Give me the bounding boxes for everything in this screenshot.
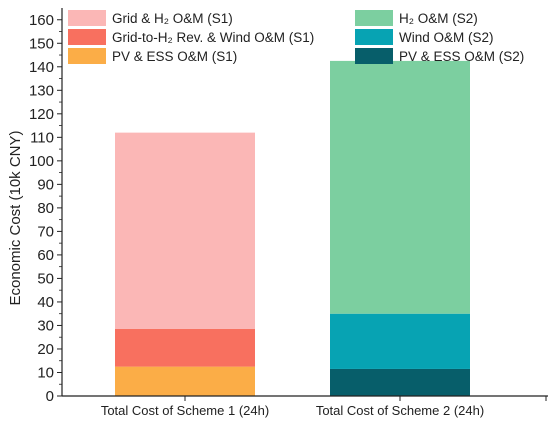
legend-label: PV & ESS O&M (S2) bbox=[399, 49, 524, 64]
bar-segment-1-2 bbox=[115, 328, 255, 367]
y-tick-label: 50 bbox=[37, 270, 54, 287]
bar-segment-2-5 bbox=[330, 313, 470, 369]
y-tick-label: 20 bbox=[37, 341, 54, 358]
bar-segment-1-1 bbox=[115, 366, 255, 396]
legend-label: PV & ESS O&M (S1) bbox=[112, 49, 237, 64]
x-category-label: Total Cost of Scheme 2 (24h) bbox=[316, 403, 484, 418]
legend-swatch bbox=[355, 10, 393, 26]
legend-label: H₂ O&M (S2) bbox=[399, 11, 478, 26]
bars-layer bbox=[115, 60, 470, 396]
legend-swatch bbox=[355, 29, 393, 45]
y-tick-label: 140 bbox=[29, 59, 54, 76]
y-tick-label: 130 bbox=[29, 82, 54, 99]
y-tick-label: 0 bbox=[46, 388, 54, 405]
y-tick-label: 60 bbox=[37, 247, 54, 264]
legend-label: Grid & H₂ O&M (S1) bbox=[112, 11, 233, 26]
legend: Grid & H₂ O&M (S1) H₂ O&M (S2) Grid-to-H₂ … bbox=[68, 10, 524, 64]
bar-segment-2-6 bbox=[330, 60, 470, 314]
legend-swatch bbox=[68, 29, 106, 45]
legend-swatch bbox=[68, 10, 106, 26]
y-axis-title: Economic Cost (10k CNY) bbox=[7, 130, 24, 305]
y-tick-label: 10 bbox=[37, 364, 54, 381]
y-tick-label: 100 bbox=[29, 153, 54, 170]
y-tick-label: 160 bbox=[29, 12, 54, 29]
bar-segment-2-4 bbox=[330, 368, 470, 396]
bar-segment-1-3 bbox=[115, 132, 255, 329]
y-tick-label: 30 bbox=[37, 317, 54, 334]
y-tick-label: 150 bbox=[29, 35, 54, 52]
y-tick-label: 40 bbox=[37, 294, 54, 311]
legend-swatch bbox=[355, 48, 393, 64]
y-tick-label: 110 bbox=[30, 129, 54, 146]
y-tick-label: 120 bbox=[29, 106, 54, 123]
legend-swatch bbox=[68, 48, 106, 64]
axes-layer: 0 10 20 30 40 50 60 70 80 90 100 110 120 130 140 150 160… bbox=[29, 8, 548, 418]
y-tick-label: 80 bbox=[37, 200, 54, 217]
y-tick-label: 90 bbox=[37, 176, 54, 193]
legend-label: Wind O&M (S2) bbox=[399, 30, 494, 45]
x-category-label: Total Cost of Scheme 1 (24h) bbox=[101, 403, 269, 418]
legend-label: Grid-to-H₂ Rev. & Wind O&M (S1) bbox=[112, 30, 314, 45]
y-tick-label: 70 bbox=[37, 223, 54, 240]
